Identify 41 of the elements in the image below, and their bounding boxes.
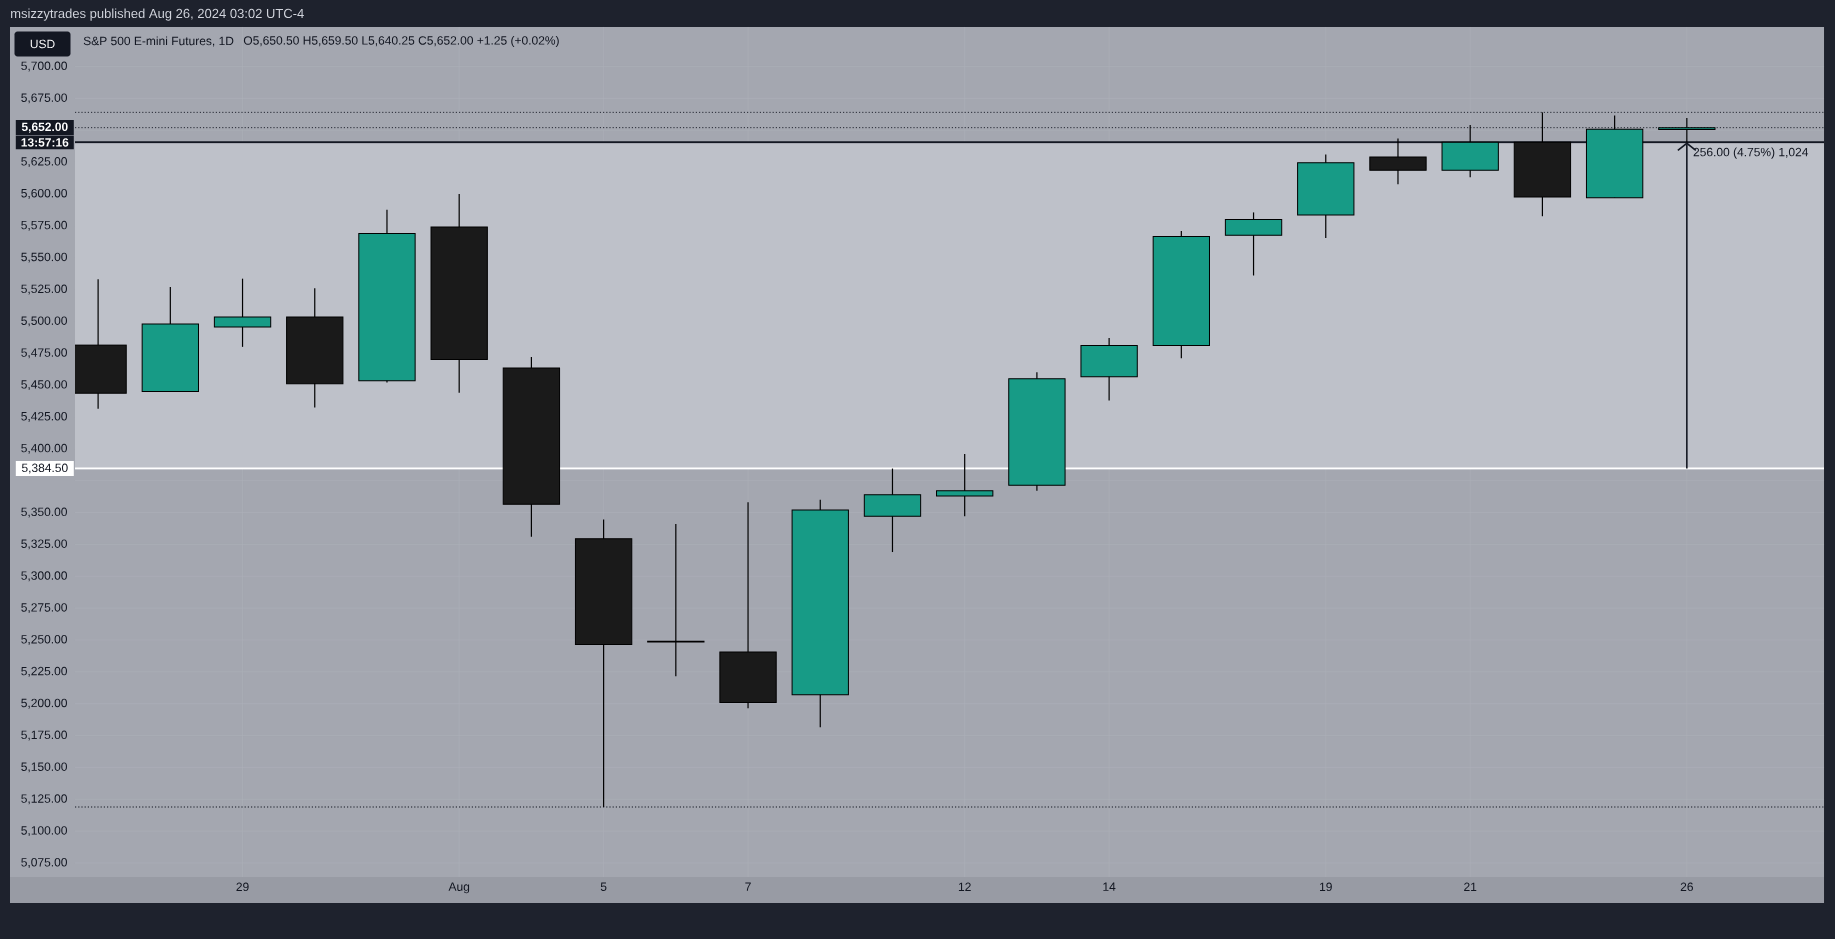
y-tick-label: 5,450.00: [21, 380, 67, 391]
y-tick-label: 5,125.00: [21, 794, 67, 805]
x-tick-label: 14: [1103, 882, 1116, 891]
y-tick-label: 5,425.00: [21, 411, 67, 422]
y-tick-label: 5,600.00: [21, 188, 67, 199]
y-tick-label: 5,175.00: [21, 730, 67, 741]
y-tick-label: 5,150.00: [21, 762, 67, 773]
y-tick-label: 5,550.00: [21, 252, 67, 263]
y-tick-label: 5,700.00: [21, 61, 67, 72]
x-tick-label: 29: [236, 882, 249, 892]
y-tick-label: 5,075.00: [21, 858, 67, 868]
x-tick-label: 19: [1320, 882, 1332, 892]
y-tick-label: 5,575.00: [21, 220, 67, 231]
ref-line-label: 5,384.50: [21, 463, 68, 474]
y-tick-label: 5,325.00: [21, 539, 67, 550]
x-tick-label: Aug: [448, 882, 470, 894]
ref-line-label: 5,652.00: [21, 122, 68, 133]
y-tick-label: 5,300.00: [21, 571, 67, 582]
y-tick-label: 5,275.00: [21, 603, 67, 614]
y-tick-label: 5,250.00: [21, 635, 67, 645]
text: msizzytrades published Aug 26, 2024 03:02 UTC-4: [11, 8, 304, 21]
x-tick-label: 12: [958, 882, 971, 891]
text: O5,650.50 H5,659.50 L5,640.25 C5,652.00 +1.25 (+0.02%): [243, 35, 559, 48]
y-tick-label: 5,500.00: [21, 316, 67, 327]
y-tick-label: 5,400.00: [21, 443, 67, 454]
x-tick-label: 7: [745, 882, 751, 891]
y-tick-label: 5,675.00: [21, 93, 67, 104]
annotation: 13:57:16: [21, 138, 69, 147]
y-tick-label: 5,475.00: [21, 348, 67, 359]
y-tick-label: 5,100.00: [21, 826, 67, 837]
y-tick-label: 5,350.00: [21, 507, 67, 518]
y-tick-label: 5,625.00: [21, 157, 67, 168]
y-tick-label: 5,200.00: [21, 698, 67, 709]
text: S&P 500 E-mini Futures, 1D: [83, 36, 234, 47]
x-tick-label: 5: [600, 882, 607, 891]
y-tick-label: 5,225.00: [21, 666, 67, 677]
x-tick-label: 21: [1464, 882, 1477, 891]
annotation: 256.00 (4.75%) 1,024: [1693, 147, 1809, 159]
y-tick-label: 5,525.00: [21, 284, 67, 295]
x-tick-label: 26: [1680, 882, 1693, 892]
y-axis-title: USD: [30, 39, 55, 49]
